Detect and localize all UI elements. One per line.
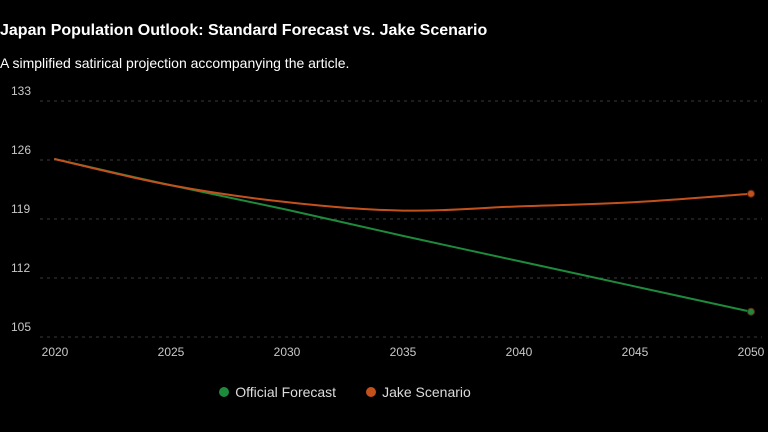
y-tick-label: 133 [11,84,31,98]
series-line-jake-scenario [54,158,752,212]
official-forecast-swatch [219,387,230,397]
grid-lines [40,100,762,338]
chart-title: Japan Population Outlook: Standard Forec… [0,22,488,39]
x-tick-label: 2020 [42,345,69,359]
y-tick-label: 105 [11,320,31,334]
y-axis-ticks: 105 112 119 126 133 [11,84,31,334]
x-tick-label: 2040 [506,345,533,359]
data-point-jake-scenario [747,189,755,198]
x-axis-ticks: 2020 2025 2030 2035 2040 2045 2050 [42,345,765,359]
x-tick-label: 2030 [274,345,301,359]
x-tick-label: 2045 [622,345,649,359]
series-lines [54,158,755,316]
y-tick-label: 119 [11,202,30,216]
x-tick-label: 2035 [390,345,417,359]
legend-item-jake-scenario[interactable]: Jake Scenario [366,384,471,400]
legend-label-jake-scenario: Jake Scenario [382,384,471,400]
legend: Official Forecast Jake Scenario [0,384,690,400]
y-tick-label: 126 [11,143,31,157]
data-point-official-forecast [747,307,755,316]
x-tick-label: 2025 [158,345,185,359]
legend-label-official-forecast: Official Forecast [235,384,337,400]
y-tick-label: 112 [11,261,30,275]
jake-scenario-swatch [366,387,377,397]
chart-subtitle: A simplified satirical projection accomp… [0,55,350,71]
legend-item-official-forecast[interactable]: Official Forecast [219,384,336,400]
x-tick-label: 2050 [738,345,765,359]
